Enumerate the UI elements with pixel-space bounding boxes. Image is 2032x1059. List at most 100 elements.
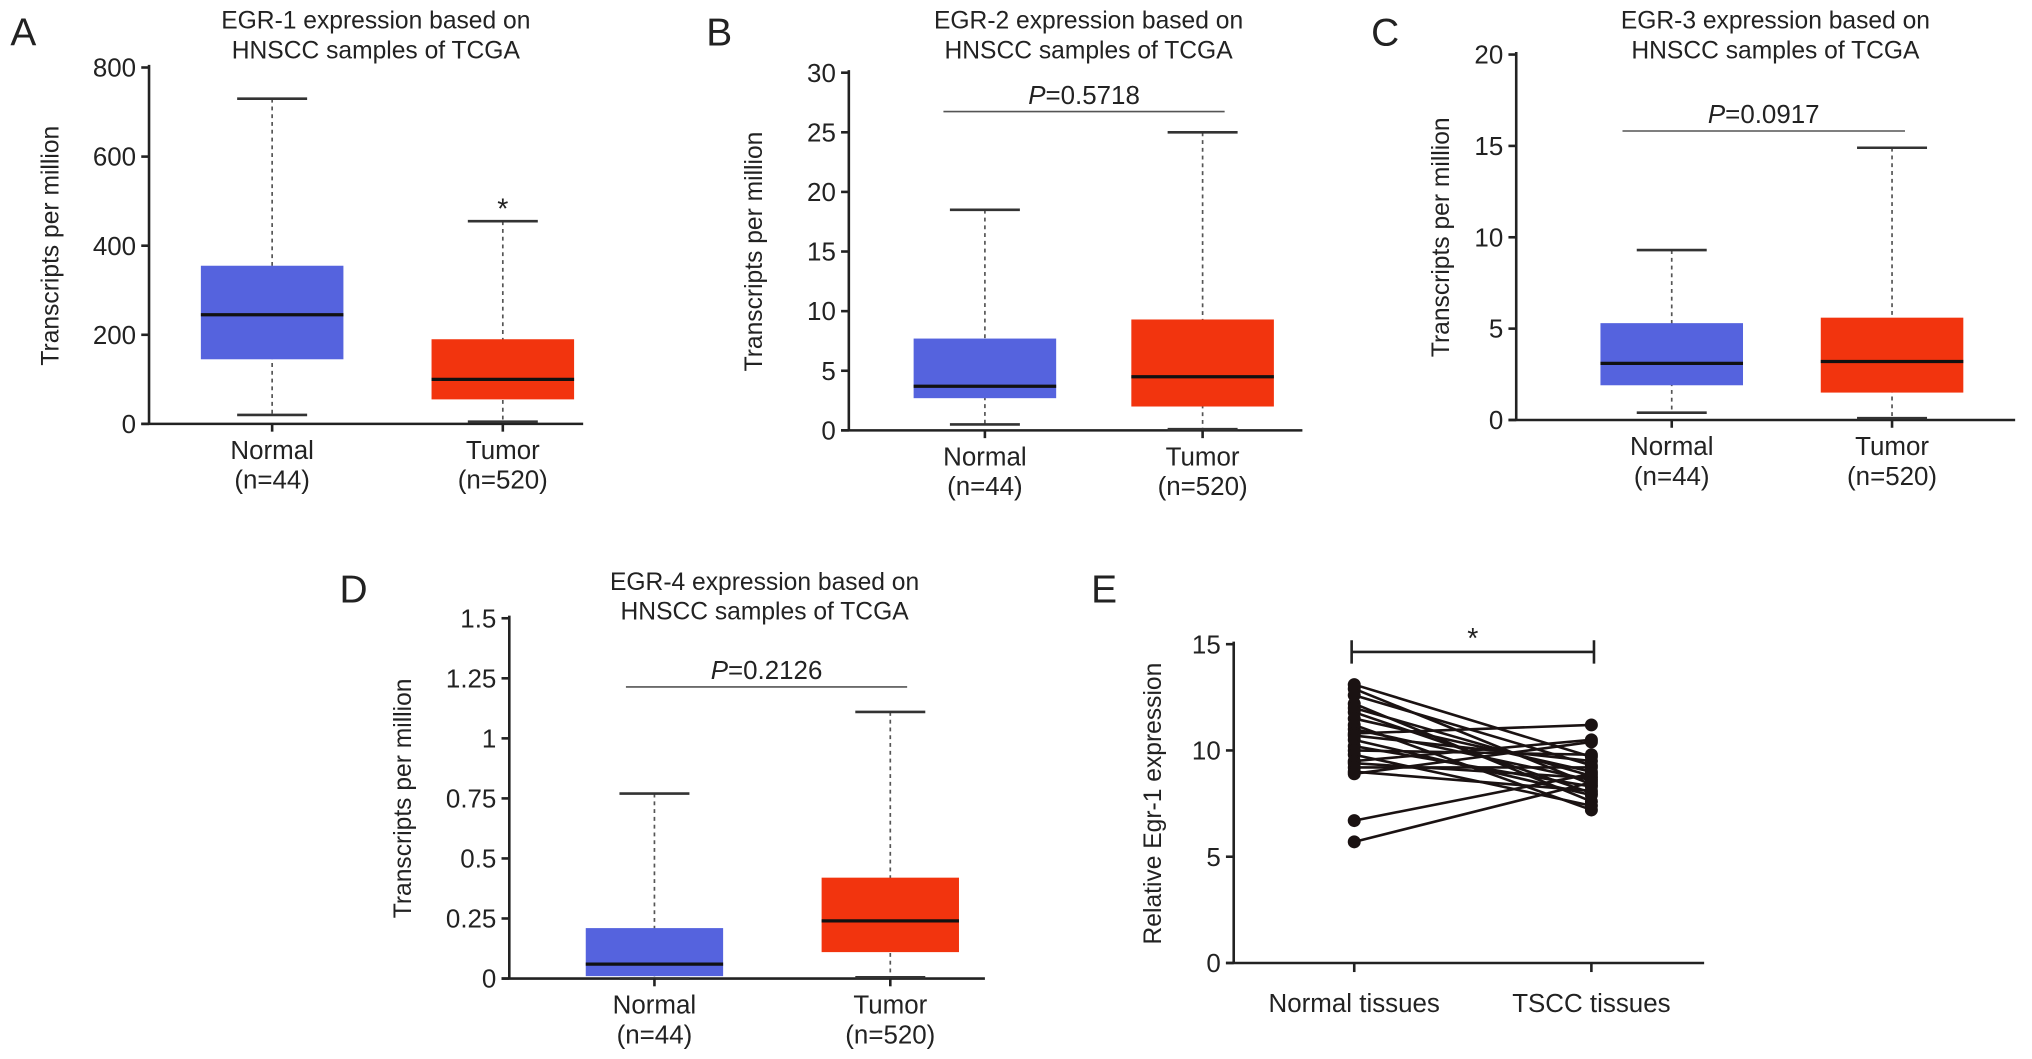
x-tick-label: Normal tissues [1269, 990, 1440, 1018]
chart-title: HNSCC samples of TCGA [232, 37, 521, 64]
pair-line [1353, 717, 1592, 773]
paired-sample [1347, 735, 1598, 781]
panel-letter: B [706, 11, 732, 54]
x-tick-label: Tumor [1855, 433, 1929, 461]
y-axis-label: Relative Egr-1 expression [1140, 663, 1167, 945]
box-normal: Normal(n=44) [585, 792, 724, 1049]
y-tick-label: 0.25 [446, 906, 496, 934]
chart-title: EGR-1 expression based on [221, 8, 530, 35]
chart-title: EGR-4 expression based on [610, 569, 919, 596]
y-tick-label: 800 [93, 55, 136, 83]
iqr-box [821, 877, 959, 953]
y-tick-label: 0 [1489, 407, 1503, 435]
panel-letter: E [1091, 569, 1117, 612]
pair-line [1353, 772, 1592, 822]
pair-line [1354, 770, 1592, 793]
significance-asterisk: * [1467, 623, 1478, 655]
y-tick-label: 10 [1474, 224, 1503, 252]
pvalue-label: P=0.5718 [1028, 82, 1140, 110]
group-n-label: (n=44) [234, 467, 310, 495]
y-tick-label: 1.5 [460, 605, 496, 633]
box-tumor: Tumor(n=520) [821, 710, 959, 1049]
pair-line [1354, 740, 1592, 776]
y-tick-label: 20 [1474, 42, 1503, 70]
paired-sample [1347, 767, 1598, 828]
box-tumor: Tumor(n=520) [1820, 146, 1964, 491]
pvalue-label: P=0.2126 [711, 657, 823, 685]
pair-line [1354, 723, 1592, 735]
y-tick-label: 5 [1489, 316, 1503, 344]
x-tick-label: TSCC tissues [1512, 990, 1670, 1018]
x-tick-label: Tumor [466, 437, 540, 465]
y-axis-label: Transcripts per million [390, 679, 417, 919]
point-normal [1347, 814, 1361, 828]
y-tick-label: 0 [122, 411, 136, 439]
group-n-label: (n=44) [617, 1021, 693, 1049]
iqr-box [913, 338, 1057, 399]
point-tscc [1584, 775, 1598, 789]
pvalue-value: =0.5718 [1045, 82, 1139, 110]
y-tick-label: 1 [482, 725, 496, 753]
y-tick-label: 10 [1192, 738, 1221, 766]
x-tick-label: Tumor [853, 992, 927, 1020]
chart-title: HNSCC samples of TCGA [945, 37, 1234, 64]
point-tscc [1584, 735, 1598, 749]
box-normal: Normal(n=44) [200, 97, 344, 495]
y-tick-label: 600 [93, 144, 136, 172]
y-tick-label: 0 [482, 966, 496, 994]
point-tscc [1584, 799, 1598, 813]
chart-title: EGR-3 expression based on [1621, 8, 1930, 35]
iqr-box [1820, 317, 1964, 393]
pvalue-value: =0.0917 [1725, 101, 1819, 129]
y-tick-label: 15 [1474, 133, 1503, 161]
pair-line [1353, 727, 1592, 782]
y-tick-label: 15 [1192, 631, 1221, 659]
box-normal: Normal(n=44) [1600, 248, 1744, 491]
pvalue-symbol: P [1708, 101, 1726, 129]
box-tumor: Tumor(n=520) [1131, 131, 1274, 501]
group-n-label: (n=520) [458, 467, 548, 495]
pair-line [1353, 706, 1592, 778]
pair-line [1353, 683, 1592, 759]
iqr-box [585, 928, 724, 977]
panel-e: E 0 5 10 15 Relative Egr-1 expression Normal t… [1091, 569, 1705, 1018]
box-normal: Normal(n=44) [913, 208, 1057, 501]
y-tick-label: 200 [93, 322, 136, 350]
group-n-label: (n=44) [1634, 463, 1710, 491]
y-axis-label: Transcripts per million [1428, 117, 1455, 357]
point-normal [1347, 767, 1361, 781]
significance-bracket [1350, 640, 1596, 664]
iqr-box [1600, 323, 1744, 386]
y-tick-label: 5 [1206, 844, 1220, 872]
y-tick-label: 10 [807, 298, 836, 326]
point-tscc [1584, 748, 1598, 762]
y-tick-label: 25 [807, 119, 836, 147]
pvalue-symbol: P [1028, 82, 1046, 110]
iqr-box [431, 339, 575, 400]
panel-letter: C [1371, 11, 1399, 54]
pair-line [1354, 734, 1592, 763]
panel-letter: D [340, 569, 368, 612]
chart-title: HNSCC samples of TCGA [621, 599, 910, 626]
iqr-box [200, 265, 344, 360]
y-tick-label: 1.25 [446, 665, 496, 693]
x-tick-label: Tumor [1166, 443, 1240, 471]
y-tick-label: 5 [821, 358, 835, 386]
iqr-box [1131, 319, 1274, 407]
pair-line [1354, 749, 1592, 757]
panel-letter: A [10, 11, 36, 54]
y-tick-label: 400 [93, 233, 136, 261]
y-axis-label: Transcripts per million [741, 132, 768, 372]
x-tick-label: Normal [943, 443, 1027, 471]
paired-sample [1347, 775, 1598, 849]
point-normal [1347, 835, 1361, 849]
pvalue-value: =0.2126 [728, 657, 822, 685]
pair-line [1354, 738, 1592, 763]
pvalue-label: P=0.0917 [1708, 101, 1820, 129]
pvalue-symbol: P [711, 657, 729, 685]
box-tumor: Tumor(n=520) * [431, 194, 575, 495]
pair-line [1354, 761, 1592, 780]
significance-asterisk: * [497, 194, 508, 226]
